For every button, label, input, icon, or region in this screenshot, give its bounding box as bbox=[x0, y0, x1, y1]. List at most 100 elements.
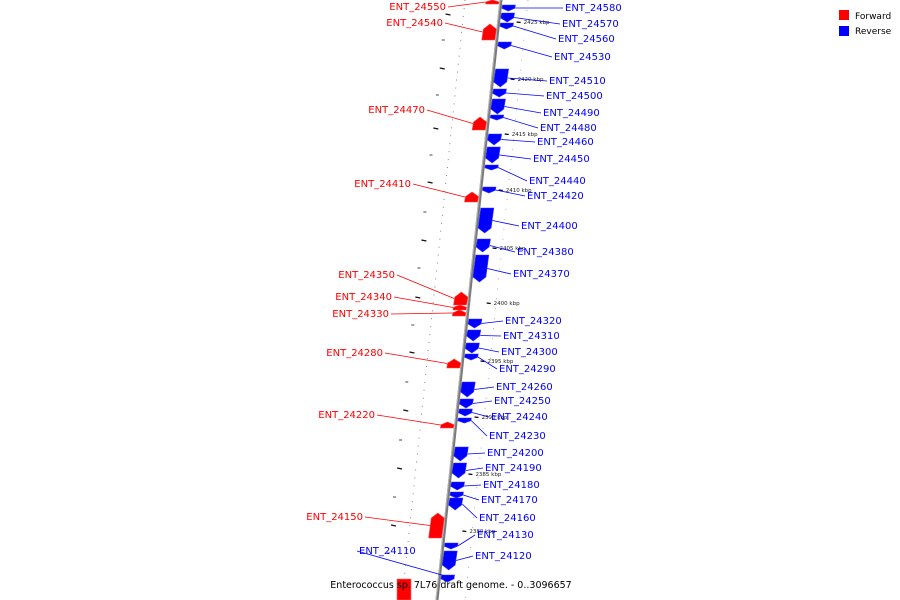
scale-tick-mark bbox=[462, 530, 467, 533]
gene-arrow-ent-24290 bbox=[464, 353, 479, 361]
gene-label: ENT_24460 bbox=[537, 137, 594, 148]
gene-arrow-ent-24420 bbox=[482, 186, 497, 194]
leader-line bbox=[376, 414, 441, 426]
genome-backbone bbox=[435, 0, 503, 600]
gene-label: ENT_24490 bbox=[543, 108, 600, 119]
gene-arrow-ent-24370 bbox=[472, 254, 490, 283]
gene-arrow-ent-24400 bbox=[477, 207, 495, 234]
gene-label: ENT_24170 bbox=[481, 495, 538, 506]
leader-line bbox=[464, 484, 482, 487]
leader-line bbox=[474, 386, 495, 390]
scale-tick-label: 2380 kbp bbox=[469, 529, 495, 535]
gene-arrow-ent-24380 bbox=[475, 238, 491, 253]
leader-line bbox=[447, 1, 486, 8]
gene-label: ENT_24130 bbox=[477, 530, 534, 541]
scale-tick-mark bbox=[498, 189, 503, 192]
gene-label: ENT_24380 bbox=[517, 247, 574, 258]
leader-line bbox=[511, 45, 553, 58]
gene-label: ENT_24200 bbox=[487, 448, 544, 459]
leader-line bbox=[497, 167, 528, 182]
gene-label: ENT_24570 bbox=[562, 19, 619, 30]
legend-reverse-swatch bbox=[839, 26, 849, 36]
scale-tick-label: 2395 kbp bbox=[487, 359, 513, 365]
gene-arrow-partial bbox=[396, 578, 412, 600]
gene-arrow-ent-24530 bbox=[497, 41, 512, 50]
inner-tick bbox=[390, 524, 397, 527]
leader-line bbox=[384, 352, 448, 364]
gene-label: ENT_24230 bbox=[489, 431, 546, 442]
gene-arrow-ent-24230 bbox=[457, 417, 472, 424]
gene-arrow-ent-24580 bbox=[501, 4, 516, 12]
scale-tick-label: 2385 kbp bbox=[475, 472, 501, 478]
leader-line bbox=[513, 25, 557, 40]
scale-tick-mark bbox=[486, 302, 491, 305]
gene-arrow-ent-24340 bbox=[452, 304, 467, 311]
gene-label: ENT_24510 bbox=[549, 76, 606, 87]
leader-line bbox=[501, 139, 536, 143]
inner-tick bbox=[415, 296, 421, 299]
gene-label: ENT_24530 bbox=[554, 52, 611, 63]
gene-label: ENT_24350 bbox=[338, 270, 395, 281]
gene-arrow-ent-24130 bbox=[444, 542, 459, 550]
gene-label: ENT_24330 bbox=[332, 309, 389, 320]
inner-tick bbox=[439, 67, 445, 70]
leader-line bbox=[457, 534, 476, 547]
scale-tick-mark bbox=[492, 247, 497, 250]
scale-tick-mark bbox=[474, 416, 479, 419]
gene-arrow-ent-24410 bbox=[464, 191, 479, 203]
leader-line bbox=[412, 183, 466, 198]
gene-arrow-ent-24300 bbox=[465, 342, 480, 354]
scale-tick-label: 2425 kbp bbox=[524, 20, 550, 26]
gene-arrow-ent-24120 bbox=[441, 550, 458, 571]
gene-label: ENT_24220 bbox=[318, 410, 375, 421]
outer-dotted-track bbox=[401, 0, 529, 600]
leader-line bbox=[364, 516, 430, 526]
gene-label: ENT_24540 bbox=[386, 18, 443, 29]
gene-arrow-ent-24200 bbox=[453, 446, 469, 462]
leader-line bbox=[463, 494, 480, 501]
inner-tick bbox=[427, 181, 433, 184]
scale-tick-label: 2400 kbp bbox=[494, 301, 520, 307]
gene-arrow-ent-24160 bbox=[448, 497, 464, 511]
gene-label: ENT_24470 bbox=[368, 105, 425, 116]
leader-line bbox=[393, 296, 454, 308]
gene-arrow-ent-24560 bbox=[499, 22, 514, 30]
leader-line bbox=[470, 420, 488, 437]
inner-tick bbox=[396, 467, 403, 470]
leader-line bbox=[444, 22, 483, 33]
gene-arrow-ent-24550 bbox=[485, 0, 500, 5]
gene-label: ENT_24310 bbox=[503, 331, 560, 342]
gene-label: ENT_24400 bbox=[521, 221, 578, 232]
gene-arrow-ent-24310 bbox=[466, 329, 482, 342]
leader-line bbox=[503, 117, 539, 129]
leader-line bbox=[390, 312, 453, 315]
gene-label: ENT_24280 bbox=[326, 348, 383, 359]
scale-tick-mark bbox=[468, 473, 473, 476]
gene-label: ENT_24290 bbox=[499, 364, 556, 375]
legend: Forward Reverse bbox=[839, 10, 892, 37]
scale-tick-mark bbox=[516, 21, 521, 24]
gene-arrow-ent-24540 bbox=[481, 23, 497, 41]
leader-line bbox=[492, 220, 520, 227]
gene-arrow-ent-24510 bbox=[493, 68, 509, 88]
gene-arrow-ent-24350 bbox=[453, 291, 469, 306]
leader-line bbox=[507, 77, 548, 82]
gene-label: ENT_24340 bbox=[335, 292, 392, 303]
leader-line bbox=[481, 320, 504, 324]
leader-line bbox=[480, 335, 502, 337]
leader-line bbox=[456, 555, 474, 561]
gene-label: ENT_24580 bbox=[565, 3, 622, 14]
gene-label: ENT_24480 bbox=[540, 123, 597, 134]
leader-line bbox=[495, 189, 526, 197]
scale-tick-mark bbox=[510, 78, 515, 81]
leader-line bbox=[499, 154, 532, 160]
inner-tick bbox=[403, 409, 409, 412]
leader-line bbox=[467, 452, 486, 455]
gene-label: ENT_24450 bbox=[533, 154, 590, 165]
leader-line bbox=[465, 467, 484, 471]
leader-line bbox=[426, 109, 473, 124]
gene-label: ENT_24160 bbox=[479, 513, 536, 524]
leader-line bbox=[487, 268, 512, 275]
gene-arrow-ent-24260 bbox=[460, 381, 476, 398]
